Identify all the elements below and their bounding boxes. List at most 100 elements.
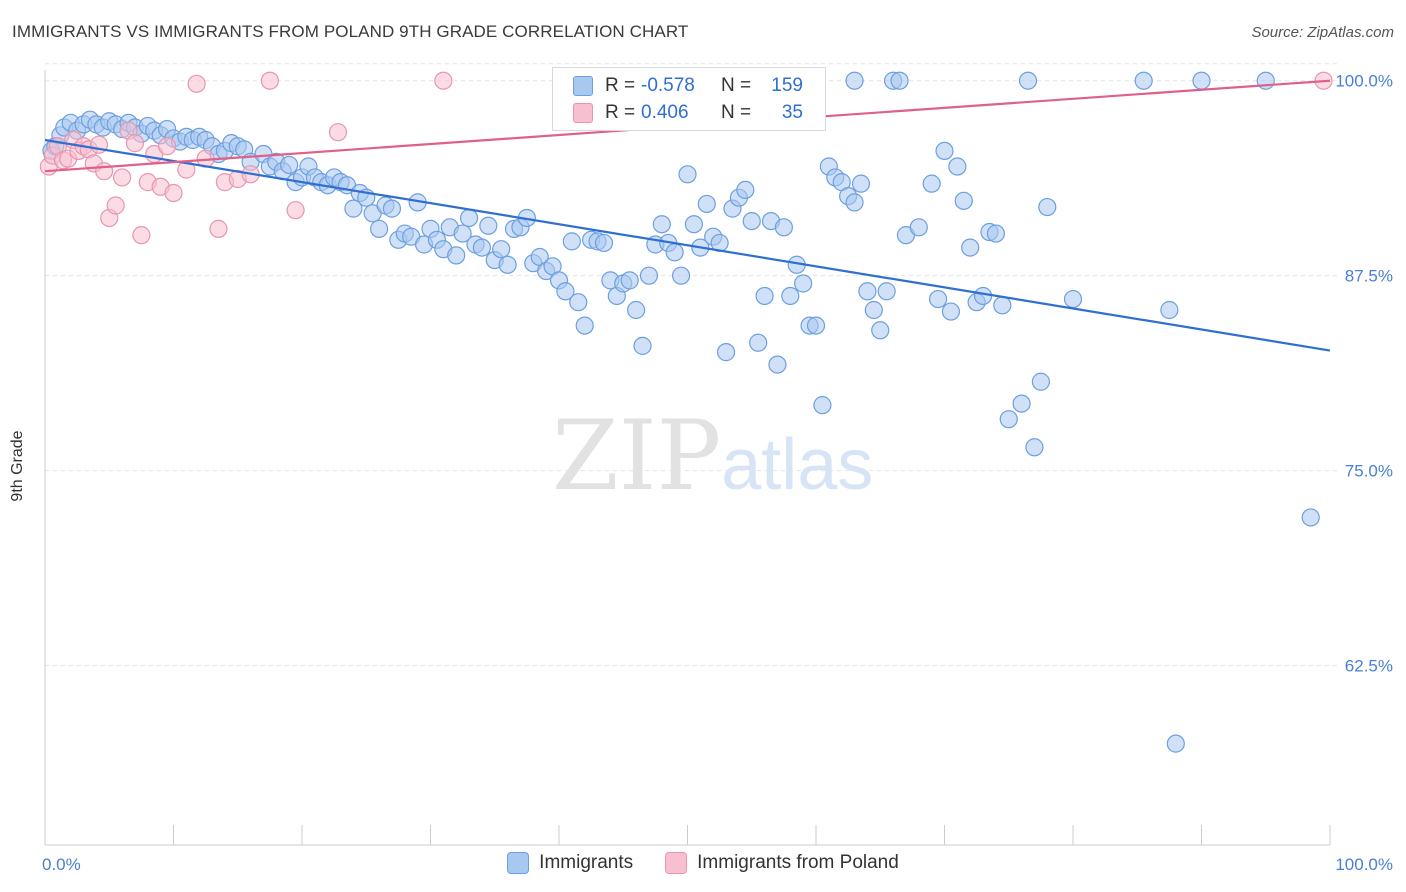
point-poland (286, 201, 305, 220)
point-immigrants (1301, 508, 1320, 527)
point-immigrants (472, 238, 491, 257)
point-immigrants (1018, 71, 1038, 90)
point-immigrants (1192, 71, 1211, 90)
legend-n-label: N = (721, 102, 752, 123)
bottom-legend-immigrants: Immigrants (507, 852, 633, 874)
point-immigrants (370, 219, 389, 238)
watermark-main: ZIP (552, 400, 722, 512)
point-immigrants (492, 240, 511, 259)
point-immigrants (813, 396, 832, 415)
stats-legend: R = -0.578 N = 159 R = 0.406 N = 35 (552, 67, 826, 131)
point-immigrants (344, 199, 363, 218)
point-immigrants (993, 296, 1012, 315)
point-immigrants (652, 215, 671, 234)
trend-line-immigrants (44, 138, 1331, 352)
point-immigrants (845, 71, 864, 90)
y-tick-label: 100.0% (1335, 72, 1393, 91)
point-immigrants (999, 410, 1018, 429)
point-immigrants (858, 282, 877, 301)
point-immigrants (684, 215, 704, 234)
point-immigrants (697, 194, 716, 214)
bottom-legend: Immigrants Immigrants from Poland (0, 852, 1406, 874)
x-tick-label: 100.0% (1335, 855, 1393, 874)
source-label: Source: ZipAtlas.com (1251, 24, 1394, 41)
legend-swatch-poland (573, 103, 593, 123)
point-immigrants (909, 218, 928, 237)
point-immigrants (774, 218, 793, 237)
point-poland (164, 183, 183, 203)
point-immigrants (665, 243, 684, 262)
point-immigrants (768, 355, 787, 374)
point-immigrants (479, 216, 498, 235)
point-immigrants (954, 191, 973, 210)
y-axis-label: 9th Grade (9, 430, 26, 502)
chart-title: IMMIGRANTS VS IMMIGRANTS FROM POLAND 9TH… (12, 22, 689, 41)
legend-r-label: R = (605, 75, 636, 96)
point-immigrants (562, 232, 581, 251)
legend-n-value: 35 (781, 102, 803, 123)
point-immigrants (453, 224, 472, 243)
point-immigrants (1063, 289, 1083, 309)
point-immigrants (986, 224, 1006, 243)
point-immigrants (973, 286, 993, 306)
watermark: ZIPatlas (552, 400, 873, 512)
point-poland (95, 162, 114, 181)
point-immigrants (864, 300, 883, 320)
point-immigrants (1134, 71, 1153, 90)
point-immigrants (556, 282, 575, 301)
point-immigrants (1160, 300, 1179, 320)
point-immigrants (280, 155, 299, 175)
point-immigrants (678, 165, 697, 184)
point-immigrants (755, 286, 774, 306)
point-poland (328, 123, 348, 142)
bottom-legend-swatch-poland (665, 852, 688, 874)
point-immigrants (1025, 438, 1044, 457)
legend-r-label: R = (605, 102, 636, 123)
point-immigrants (382, 199, 402, 218)
point-immigrants (749, 333, 768, 352)
point-poland (106, 196, 125, 215)
point-immigrants (1166, 734, 1185, 753)
point-immigrants (948, 157, 967, 176)
legend-swatch-immigrants (573, 76, 593, 96)
point-immigrants (569, 293, 588, 312)
point-immigrants (620, 271, 639, 290)
point-immigrants (941, 302, 961, 321)
x-tick-label: 0.0% (42, 855, 81, 874)
point-immigrants (1012, 394, 1031, 413)
point-immigrants (459, 208, 479, 228)
point-immigrants (736, 180, 755, 200)
point-immigrants (742, 211, 761, 231)
point-immigrants (922, 174, 941, 193)
point-immigrants (871, 321, 890, 340)
legend-row-immigrants: R = -0.578 N = 159 (573, 73, 803, 99)
point-immigrants (961, 238, 980, 257)
bottom-legend-label: Immigrants (539, 852, 634, 873)
bottom-legend-label: Immigrants from Poland (697, 852, 899, 873)
legend-r-value: -0.578 (641, 75, 695, 96)
point-immigrants (498, 255, 517, 274)
y-tick-label: 75.0% (1345, 462, 1393, 481)
bottom-legend-swatch-immigrants (507, 852, 530, 874)
y-tick-label: 62.5% (1345, 657, 1393, 676)
point-immigrants (1031, 372, 1050, 391)
watermark-sub: atlas (721, 425, 874, 505)
point-immigrants (851, 174, 871, 193)
y-tick-label: 87.5% (1345, 267, 1393, 286)
point-immigrants (626, 300, 646, 320)
legend-row-poland: R = 0.406 N = 35 (573, 100, 803, 126)
point-poland (125, 134, 145, 153)
point-immigrants (928, 289, 948, 309)
point-immigrants (716, 343, 736, 362)
point-immigrants (633, 336, 652, 355)
point-immigrants (890, 71, 909, 90)
point-immigrants (781, 286, 800, 306)
point-immigrants (806, 316, 826, 335)
point-immigrants (447, 246, 466, 265)
point-immigrants (1038, 197, 1057, 217)
legend-n-label: N = (721, 75, 752, 96)
point-poland (112, 168, 132, 187)
point-poland (132, 226, 151, 245)
point-immigrants (845, 193, 864, 212)
